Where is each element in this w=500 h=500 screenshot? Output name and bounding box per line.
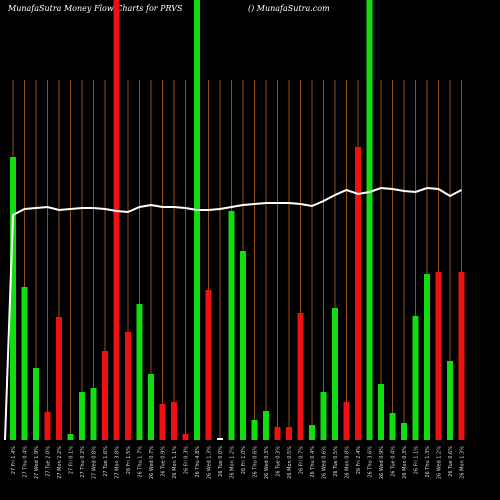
bar [424, 274, 430, 440]
x-tick-label: 27 Fri 0.1% [69, 446, 75, 474]
bar [113, 0, 120, 440]
bar [355, 147, 361, 440]
bar [136, 304, 143, 440]
bar [297, 313, 304, 440]
x-tick-label: 27 Wed 1.9% [34, 446, 40, 479]
x-tick-label: 27 Thu 0.2% [80, 446, 86, 478]
bar [401, 423, 407, 440]
bar [274, 427, 281, 440]
bar [171, 402, 177, 440]
bar [378, 384, 384, 440]
x-tick-label: 26 Fri 1.5% [126, 446, 132, 474]
bar [194, 0, 200, 440]
bar [412, 316, 419, 440]
money-flow-line [4, 186, 462, 441]
x-tick-label: 26 Wed 0.9% [379, 446, 385, 479]
x-tick-label: 26 Fri 2.4% [356, 446, 362, 474]
x-tick-label: 26 Thu 0.4% [310, 446, 316, 478]
bar [182, 434, 189, 440]
bar [343, 402, 350, 440]
bar [286, 427, 292, 440]
x-tick-label: 26 Thu 4.8% [195, 446, 201, 478]
bar [458, 272, 465, 440]
x-tick-label: 26 Mon 0.5% [287, 446, 293, 479]
bar [228, 211, 235, 440]
bar [10, 157, 16, 440]
x-tick-label: 26 Mon 1.1% [172, 446, 178, 479]
x-tick-label: 27 Wed 0.8% [92, 446, 98, 479]
x-tick-label: 27 Thu 0.4% [23, 446, 29, 478]
x-tick-label: 26 Wed 0.3% [264, 446, 270, 479]
bar [56, 317, 62, 440]
bar [159, 404, 166, 440]
x-tick-label: 26 Tue 0.0% [218, 446, 224, 477]
x-tick-label: 27 Mon 3.8% [115, 446, 121, 479]
chart-subtitle: () MunafaSutra.com [248, 4, 330, 13]
bar [240, 251, 246, 440]
x-tick-label: 26 Fri 1.1% [414, 446, 420, 474]
x-tick-label: 27 Mon 2.2% [57, 446, 63, 479]
bar [148, 374, 154, 440]
bar [320, 392, 327, 440]
x-tick-label: 26 Wed 0.7% [149, 446, 155, 479]
x-tick-label: 26 Mon 0.3% [402, 446, 408, 479]
bar [447, 361, 453, 440]
x-tick-label: 26 Thu 1.3% [425, 446, 431, 478]
bar [389, 413, 396, 440]
bar [435, 272, 442, 440]
x-tick-label: 26 Thu 3.6% [368, 446, 374, 478]
bar [217, 438, 223, 440]
x-tick-label: 27 Tue 1.6% [103, 446, 109, 477]
bar [79, 392, 85, 440]
x-tick-label: 26 Tue 0.6% [448, 446, 454, 477]
x-tick-label: 26 Mon 0.8% [345, 446, 351, 479]
x-tick-label: 26 Mon 1.2% [230, 446, 236, 479]
x-tick-label: 26 Mon 1.3% [460, 446, 466, 479]
x-tick-label: 26 Wed 1.3% [207, 446, 213, 479]
bar [102, 351, 108, 440]
x-tick-label: 26 Fri 0.3% [184, 446, 190, 474]
x-tick-label: 26 Fri 0.7% [299, 446, 305, 474]
bar [125, 332, 131, 440]
chart-title: MunafaSutra Money Flow Charts for PRVS [7, 4, 183, 13]
x-tick-label: 26 Wed 1.2% [437, 446, 443, 479]
bar [332, 308, 338, 440]
x-tick-label: 26 Tue 0.9% [161, 446, 167, 477]
x-tick-label: 26 Tue 0.5% [333, 446, 339, 477]
bar [33, 368, 39, 440]
bar [67, 434, 74, 440]
x-tick-label: 27 Fri 1.4% [11, 446, 17, 474]
bar [309, 425, 315, 440]
bar [251, 420, 258, 440]
bar [263, 411, 269, 440]
bar [366, 0, 373, 440]
x-tick-label: 26 Thu 1.7% [138, 446, 144, 478]
bar [90, 388, 97, 440]
x-tick-label: 26 Wed 0.6% [322, 446, 328, 479]
x-tick-label: 26 Thu 0.6% [253, 446, 259, 478]
x-tick-label: 26 Tue 0.4% [391, 446, 397, 477]
x-tick-label: 26 Fri 1.0% [241, 446, 247, 474]
x-tick-label: 27 Tue 2.0% [46, 446, 52, 477]
bar [21, 287, 28, 440]
bar [205, 290, 212, 440]
x-tick-label: 26 Tue 0.3% [276, 446, 282, 477]
bar [44, 412, 51, 440]
